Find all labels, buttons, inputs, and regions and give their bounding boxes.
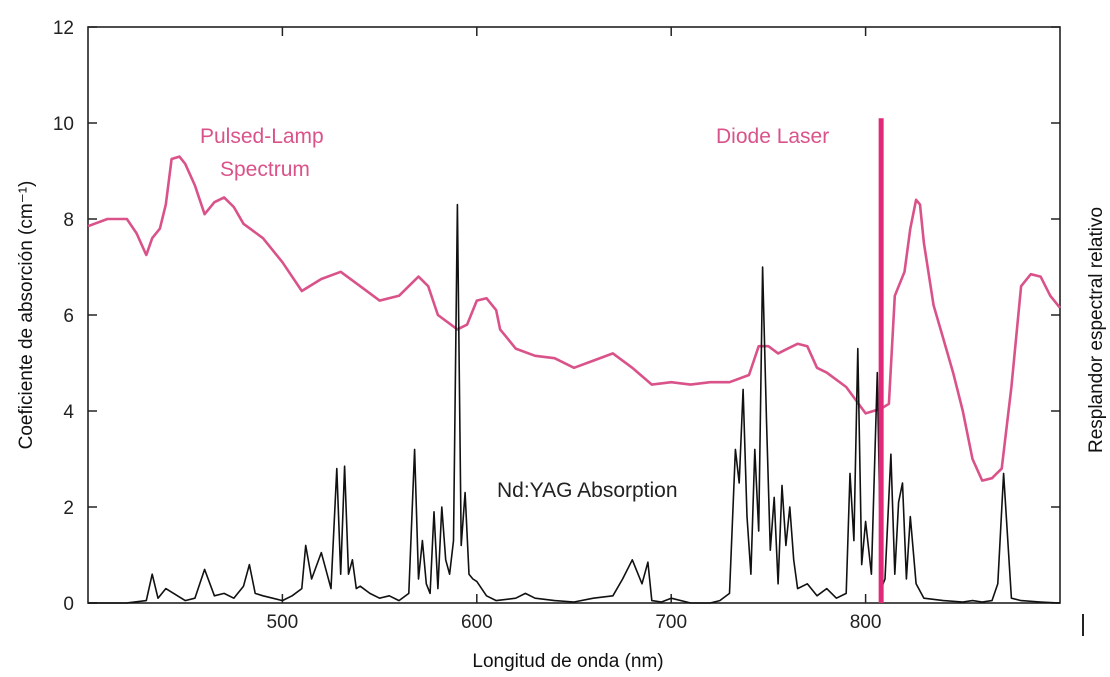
y-tick-label: 10: [53, 114, 74, 135]
x-tick-label: 700: [655, 612, 687, 633]
annotation-pulsed-lamp-line2: Spectrum: [220, 158, 310, 181]
y-tick-label: 8: [63, 210, 74, 231]
series-line-ndyag-absorption: [88, 203, 1061, 604]
y-axis-title-right: Resplandor espectral relativo: [1086, 207, 1107, 453]
y-tick-label: 6: [63, 306, 74, 327]
y-tick-label: 2: [63, 498, 74, 519]
y-tick-label: 0: [63, 594, 74, 615]
annotation-pulsed-lamp-line1: Pulsed-Lamp: [200, 125, 324, 148]
annotation-ndyag: Nd:YAG Absorption: [497, 479, 678, 502]
annotation-diode-laser: Diode Laser: [716, 125, 829, 148]
series-layer: [87, 118, 1062, 604]
y-axis-title-left: Coeficiente de absorción (cm⁻¹): [16, 181, 37, 450]
x-tick-label: 800: [850, 612, 882, 633]
x-tick-label: 500: [267, 612, 299, 633]
text-cursor-mark: [1082, 614, 1084, 636]
y-tick-label: 4: [63, 402, 74, 423]
ticks: 500 600 700 800 0 2 4 6 8 10 12: [53, 18, 1060, 633]
x-axis-title: Longitud de onda (nm): [472, 651, 663, 672]
y-tick-label: 12: [53, 18, 74, 39]
x-tick-label: 600: [461, 612, 493, 633]
series-line-pulsed-lamp: [87, 155, 1062, 482]
plot-frame: [87, 26, 1061, 604]
